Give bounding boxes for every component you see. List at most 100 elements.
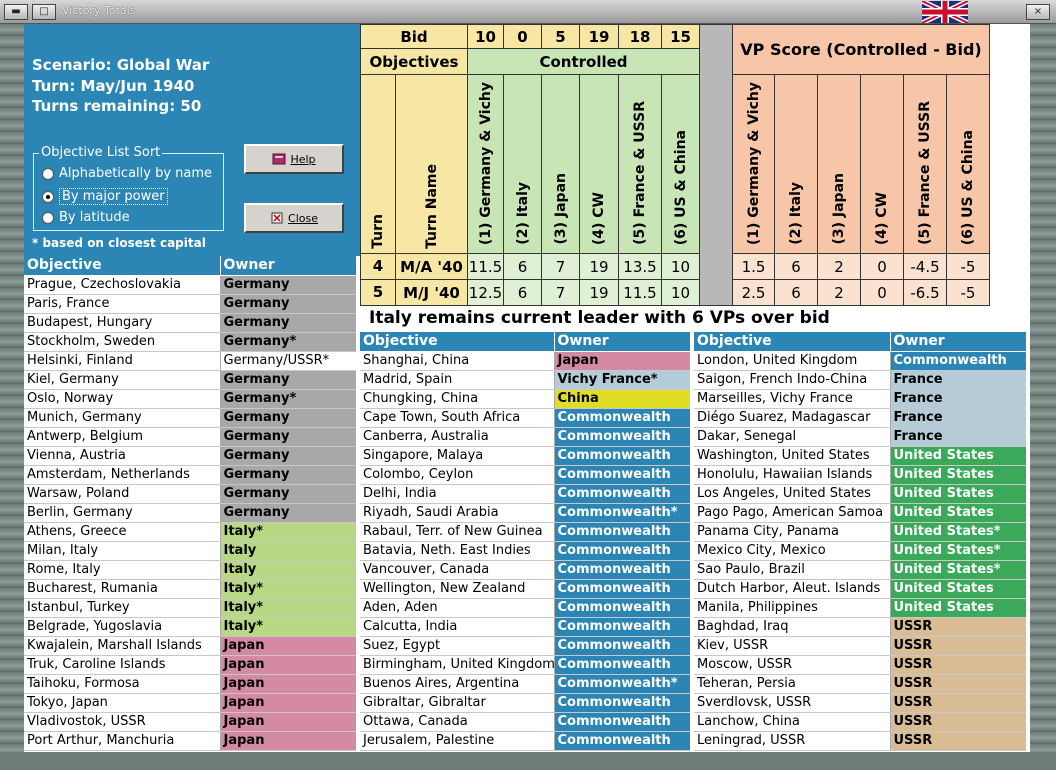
- table-row[interactable]: Sverdlovsk, USSR USSR: [694, 693, 1026, 713]
- table-row[interactable]: Stockholm, Sweden Germany*: [24, 332, 356, 352]
- table-row[interactable]: Truk, Caroline Islands Japan: [24, 655, 356, 675]
- table-row[interactable]: Ottawa, Canada Commonwealth: [360, 712, 690, 732]
- table-row[interactable]: Aden, Aden Commonwealth: [360, 598, 690, 618]
- table-row[interactable]: Athens, Greece Italy*: [24, 522, 356, 542]
- owner-column-header[interactable]: Owner: [553, 332, 690, 352]
- objective-list-3[interactable]: Objective Owner London, United Kingdom Comm…: [694, 332, 1026, 751]
- table-row[interactable]: Marseilles, Vichy France France: [694, 389, 1026, 409]
- objective-list-2[interactable]: Objective Owner Shanghai, China Japan Madrid…: [360, 332, 690, 751]
- table-row[interactable]: Warsaw, Poland Germany: [24, 484, 356, 504]
- sort-option-alphabetical[interactable]: Alphabetically by name: [42, 166, 212, 181]
- table-row[interactable]: Singapore, Malaya Commonwealth: [360, 446, 690, 466]
- objective-column-header[interactable]: Objective: [694, 332, 890, 352]
- table-row[interactable]: Wellington, New Zealand Commonwealth: [360, 579, 690, 599]
- objective-table[interactable]: Objective Owner Shanghai, China Japan Madrid…: [360, 332, 690, 751]
- maximize-button[interactable]: □: [32, 4, 56, 20]
- table-row[interactable]: Istanbul, Turkey Italy*: [24, 598, 356, 618]
- table-row[interactable]: Saigon, French Indo-China France: [694, 370, 1026, 390]
- objective-list-1[interactable]: Objective Owner Prague, Czechoslovakia Germ…: [24, 256, 356, 751]
- owner-column-header[interactable]: Owner: [889, 332, 1026, 352]
- table-row[interactable]: Diégo Suarez, Madagascar France: [694, 408, 1026, 428]
- table-row[interactable]: Lanchow, China USSR: [694, 712, 1026, 732]
- objective-column-header[interactable]: Objective: [360, 332, 554, 352]
- table-row[interactable]: Kiev, USSR USSR: [694, 636, 1026, 656]
- table-row[interactable]: Suez, Egypt Commonwealth: [360, 636, 690, 656]
- objective-column-header[interactable]: Objective: [24, 256, 220, 276]
- table-row[interactable]: Belgrade, Yugoslavia Italy*: [24, 617, 356, 637]
- table-row[interactable]: Rabaul, Terr. of New Guinea Commonwealth: [360, 522, 690, 542]
- table-row[interactable]: Bucharest, Rumania Italy*: [24, 579, 356, 599]
- table-row[interactable]: Prague, Czechoslovakia Germany: [24, 275, 356, 295]
- table-row[interactable]: Washington, United States United States: [694, 446, 1026, 466]
- objective-table[interactable]: Objective Owner London, United Kingdom Comm…: [694, 332, 1026, 751]
- radio-selected-icon[interactable]: [42, 190, 54, 203]
- table-row[interactable]: Tokyo, Japan Japan: [24, 693, 356, 713]
- objective-sort-group: Objective List Sort Alphabetically by na…: [33, 145, 224, 231]
- table-row[interactable]: London, United Kingdom Commonwealth: [694, 351, 1026, 371]
- table-row[interactable]: Honolulu, Hawaiian Islands United States: [694, 465, 1026, 485]
- table-row[interactable]: Madrid, Spain Vichy France*: [360, 370, 690, 390]
- table-row[interactable]: Cape Town, South Africa Commonwealth: [360, 408, 690, 428]
- radio-icon[interactable]: [42, 167, 54, 180]
- table-row[interactable]: Baghdad, Iraq USSR: [694, 617, 1026, 637]
- table-row[interactable]: Rome, Italy Italy: [24, 560, 356, 580]
- table-row[interactable]: Buenos Aires, Argentina Commonwealth*: [360, 674, 690, 694]
- table-row[interactable]: Batavia, Neth. East Indies Commonwealth: [360, 541, 690, 561]
- minimize-button[interactable]: ▬: [4, 4, 28, 20]
- score-power-header: (2) Italy: [788, 182, 804, 245]
- owner-column-header[interactable]: Owner: [219, 256, 356, 276]
- table-row[interactable]: Vienna, Austria Germany: [24, 446, 356, 466]
- table-row[interactable]: Vancouver, Canada Commonwealth: [360, 560, 690, 580]
- table-row[interactable]: Munich, Germany Germany: [24, 408, 356, 428]
- table-row[interactable]: Chungking, China China: [360, 389, 690, 409]
- table-row[interactable]: Taihoku, Formosa Japan: [24, 674, 356, 694]
- controlled-cell: 13.5: [618, 253, 662, 280]
- table-row[interactable]: Los Angeles, United States United States: [694, 484, 1026, 504]
- table-row[interactable]: Budapest, Hungary Germany: [24, 313, 356, 333]
- title-bar[interactable]: ▬ □ Victory Totals ×: [0, 0, 1056, 24]
- table-row[interactable]: Pago Pago, American Samoa United States: [694, 503, 1026, 523]
- objective-name: Wellington, New Zealand: [360, 579, 554, 599]
- table-row[interactable]: Antwerp, Belgium Germany: [24, 427, 356, 447]
- bid-value: 10: [467, 24, 504, 49]
- owner-cell: Commonwealth: [553, 560, 690, 580]
- table-row[interactable]: Helsinki, Finland Germany/USSR*: [24, 351, 356, 371]
- table-row[interactable]: Gibraltar, Gibraltar Commonwealth: [360, 693, 690, 713]
- score-cell: -5: [946, 253, 990, 280]
- table-row[interactable]: Jerusalem, Palestine Commonwealth: [360, 731, 690, 751]
- table-row[interactable]: Birmingham, United Kingdom Commonwealth: [360, 655, 690, 675]
- table-row[interactable]: Panama City, Panama United States*: [694, 522, 1026, 542]
- table-row[interactable]: Shanghai, China Japan: [360, 351, 690, 371]
- objective-table[interactable]: Objective Owner Prague, Czechoslovakia Germ…: [24, 256, 356, 751]
- owner-cell: United States*: [889, 560, 1026, 580]
- table-row[interactable]: Delhi, India Commonwealth: [360, 484, 690, 504]
- table-row[interactable]: Oslo, Norway Germany*: [24, 389, 356, 409]
- table-row[interactable]: Riyadh, Saudi Arabia Commonwealth*: [360, 503, 690, 523]
- table-row[interactable]: Kiel, Germany Germany: [24, 370, 356, 390]
- sort-option-latitude[interactable]: By latitude: [42, 210, 130, 225]
- table-row[interactable]: Port Arthur, Manchuria Japan: [24, 731, 356, 751]
- window-close-button[interactable]: ×: [1026, 4, 1050, 20]
- radio-icon[interactable]: [42, 211, 54, 224]
- table-row[interactable]: Vladivostok, USSR Japan: [24, 712, 356, 732]
- table-row[interactable]: Dakar, Senegal France: [694, 427, 1026, 447]
- table-row[interactable]: Calcutta, India Commonwealth: [360, 617, 690, 637]
- table-row[interactable]: Dutch Harbor, Aleut. Islands United State…: [694, 579, 1026, 599]
- table-row[interactable]: Berlin, Germany Germany: [24, 503, 356, 523]
- table-row[interactable]: Canberra, Australia Commonwealth: [360, 427, 690, 447]
- sort-option-major-power[interactable]: By major power: [42, 188, 168, 205]
- table-row[interactable]: Milan, Italy Italy: [24, 541, 356, 561]
- table-row[interactable]: Mexico City, Mexico United States*: [694, 541, 1026, 561]
- table-row[interactable]: Teheran, Persia USSR: [694, 674, 1026, 694]
- table-row[interactable]: Paris, France Germany: [24, 294, 356, 314]
- table-row[interactable]: Sao Paulo, Brazil United States*: [694, 560, 1026, 580]
- table-row[interactable]: Amsterdam, Netherlands Germany: [24, 465, 356, 485]
- table-row[interactable]: Colombo, Ceylon Commonwealth: [360, 465, 690, 485]
- close-button[interactable]: Close: [244, 203, 344, 233]
- table-row[interactable]: Moscow, USSR USSR: [694, 655, 1026, 675]
- table-row[interactable]: Kwajalein, Marshall Islands Japan: [24, 636, 356, 656]
- table-row[interactable]: Manila, Philippines United States: [694, 598, 1026, 618]
- help-button[interactable]: Help: [244, 144, 344, 174]
- table-row[interactable]: Leningrad, USSR USSR: [694, 731, 1026, 751]
